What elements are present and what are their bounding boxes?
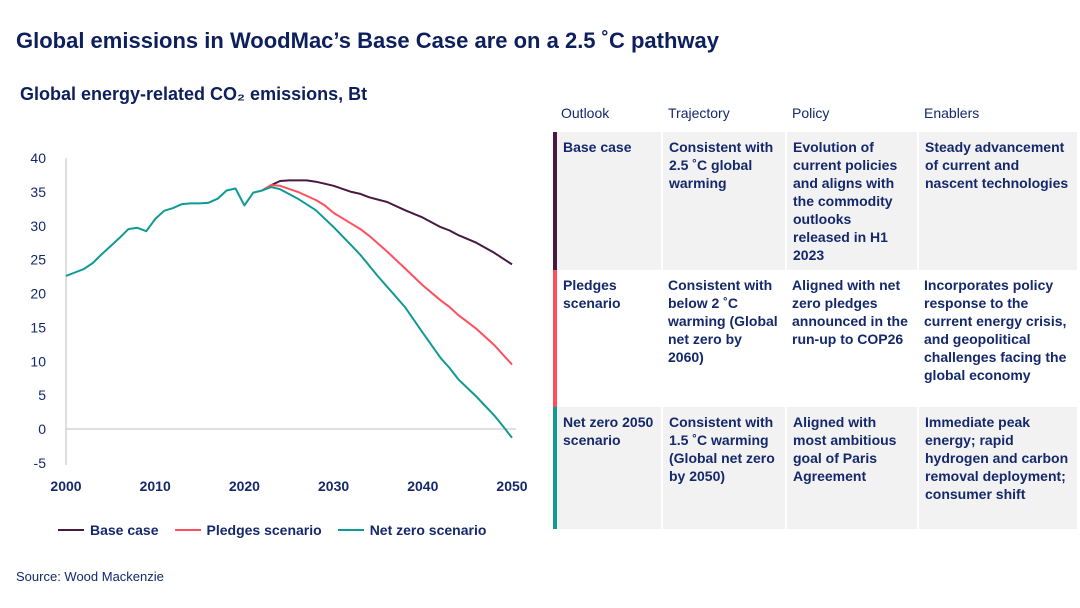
cell-trajectory: Consistent with 1.5 ˚C warming (Global n… [662,407,787,529]
source-note: Source: Wood Mackenzie [16,569,164,584]
chart-legend: Base case Pledges scenario Net zero scen… [58,522,486,538]
legend-item-pledges: Pledges scenario [174,522,322,538]
header-policy: Policy [792,105,830,121]
y-tick-label: 10 [30,353,46,369]
series-line-net-zero [65,186,513,439]
cell-outlook: Base case [553,132,663,270]
header-trajectory: Trajectory [668,105,730,121]
header-enablers: Enablers [924,105,980,121]
cell-enablers: Incorporates policy response to the curr… [924,277,1067,383]
cell-trajectory: Consistent with 2.5 ˚C global warming [662,132,787,270]
legend-swatch-pledges [174,529,201,531]
cell-policy: Aligned with net zero pledges announced … [792,277,908,347]
x-tick-label: 2010 [140,478,171,494]
cell-outlook: Net zero 2050 scenario [553,407,663,529]
legend-label: Net zero scenario [369,522,487,538]
header-outlook: Outlook [561,105,610,121]
chart-title: Global energy-related CO₂ emissions, Bt [20,84,368,104]
y-tick-label: 30 [30,218,46,234]
y-tick-label: 35 [30,184,46,200]
x-tick-label: 2000 [50,478,81,494]
cell-enablers: Steady advancement of current and nascen… [918,132,1077,270]
legend-swatch-base-case [58,529,84,531]
y-tick-label: 25 [30,252,46,268]
table-header-row: Outlook Trajectory Policy Enablers [555,100,1077,132]
cell-policy: Evolution of current policies and aligns… [786,132,919,270]
page-title: Global emissions in WoodMac’s Base Case … [16,28,720,53]
cell-enablers: Immediate peak energy; rapid hydrogen an… [918,407,1077,529]
legend-label: Pledges scenario [206,522,322,538]
y-tick-label: 15 [30,319,46,335]
cell-trajectory: Consistent with below 2 ˚C warming (Glob… [668,277,778,365]
legend-label: Base case [90,522,159,538]
legend-item-base-case: Base case [58,522,159,538]
legend-item-net-zero: Net zero scenario [337,522,487,538]
cell-outlook: Pledges scenario [553,270,662,407]
y-tick-label: 5 [38,387,46,403]
x-tick-label: 2030 [318,478,349,494]
x-tick-label: 2020 [229,478,260,494]
table-row: Pledges scenario Consistent with below 2… [553,270,1077,407]
series-line-base-case [261,179,513,266]
x-tick-label: 2050 [496,478,527,494]
cell-policy: Aligned with most ambitious goal of Pari… [786,407,919,529]
y-tick-label: 0 [38,421,46,437]
table-row: Base case Consistent with 2.5 ˚C global … [553,132,1077,270]
emissions-line-chart: -5 0 5 10 15 20 25 30 35 40 2000 2010 2020 2030 2040 20… [30,150,527,494]
scenario-table: Outlook Trajectory Policy Enablers Base … [553,100,1079,529]
table-row: Net zero 2050 scenario Consistent with 1… [553,407,1077,529]
x-tick-label: 2040 [407,478,438,494]
y-tick-label: -5 [34,455,47,471]
y-tick-label: 20 [30,286,46,302]
legend-swatch-net-zero [337,529,364,531]
y-tick-label: 40 [30,150,46,166]
series-line-pledges [261,184,513,366]
